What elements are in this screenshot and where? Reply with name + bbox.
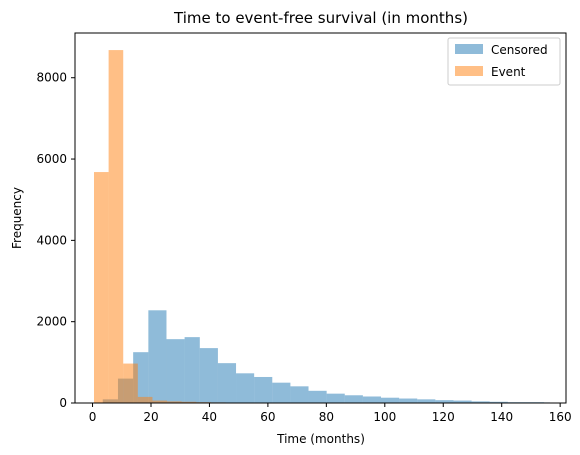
legend-swatch-censored — [455, 44, 483, 54]
bar-censored-15 — [362, 396, 381, 403]
x-axis-ticks: 0 20 40 60 80 100 120 140 160 — [89, 403, 572, 424]
x-tick-label-40: 40 — [202, 410, 217, 424]
y-axis-ticks: 0 2000 4000 6000 8000 — [36, 71, 75, 410]
legend-swatch-event — [455, 66, 483, 76]
chart-title: Time to event-free survival (in months) — [173, 9, 468, 27]
y-tick-label-8000: 8000 — [36, 71, 67, 85]
legend-label-censored: Censored — [491, 43, 548, 57]
bar-censored-11 — [290, 386, 309, 403]
bar-event-5 — [167, 401, 182, 403]
x-tick-label-100: 100 — [373, 410, 396, 424]
bar-censored-10 — [272, 382, 291, 403]
bar-censored-12 — [308, 390, 327, 403]
plot-frame — [74, 32, 567, 404]
bar-censored-5 — [184, 337, 200, 403]
x-tick-label-20: 20 — [143, 410, 158, 424]
bars-layer — [94, 50, 550, 403]
bar-censored-6 — [199, 348, 218, 403]
bar-event-0 — [94, 172, 109, 403]
y-tick-label-0: 0 — [59, 396, 67, 410]
bar-censored-18 — [417, 399, 436, 403]
legend: Censored Event — [447, 37, 561, 86]
bar-censored-21 — [471, 401, 490, 403]
bar-censored-20 — [453, 400, 472, 403]
bar-censored-13 — [326, 393, 345, 403]
x-axis-label: Time (months) — [276, 432, 365, 446]
x-tick-label-120: 120 — [432, 410, 455, 424]
bar-censored-4 — [166, 339, 185, 403]
x-tick-label-160: 160 — [549, 410, 572, 424]
bar-censored-14 — [344, 395, 363, 403]
bar-censored-17 — [399, 398, 418, 403]
legend-label-event: Event — [491, 65, 526, 79]
bar-event-3 — [137, 396, 153, 403]
bar-censored-22 — [489, 401, 508, 403]
y-tick-label-2000: 2000 — [36, 315, 67, 329]
x-tick-label-80: 80 — [319, 410, 334, 424]
bar-censored-19 — [435, 400, 454, 403]
y-tick-label-4000: 4000 — [36, 233, 67, 247]
bar-censored-7 — [217, 363, 237, 403]
bar-event-1 — [108, 50, 124, 403]
bar-censored-16 — [381, 397, 400, 403]
y-tick-label-6000: 6000 — [36, 152, 67, 166]
x-tick-label-0: 0 — [89, 410, 97, 424]
x-tick-label-60: 60 — [260, 410, 275, 424]
bar-event-4 — [152, 400, 168, 403]
x-tick-label-140: 140 — [490, 410, 513, 424]
bar-censored-8 — [236, 373, 255, 403]
bar-censored-9 — [254, 376, 273, 403]
bar-event-2 — [123, 363, 138, 403]
bar-censored-3 — [148, 310, 167, 403]
y-axis-label: Frequency — [10, 187, 24, 249]
bar-event-6 — [181, 401, 197, 403]
